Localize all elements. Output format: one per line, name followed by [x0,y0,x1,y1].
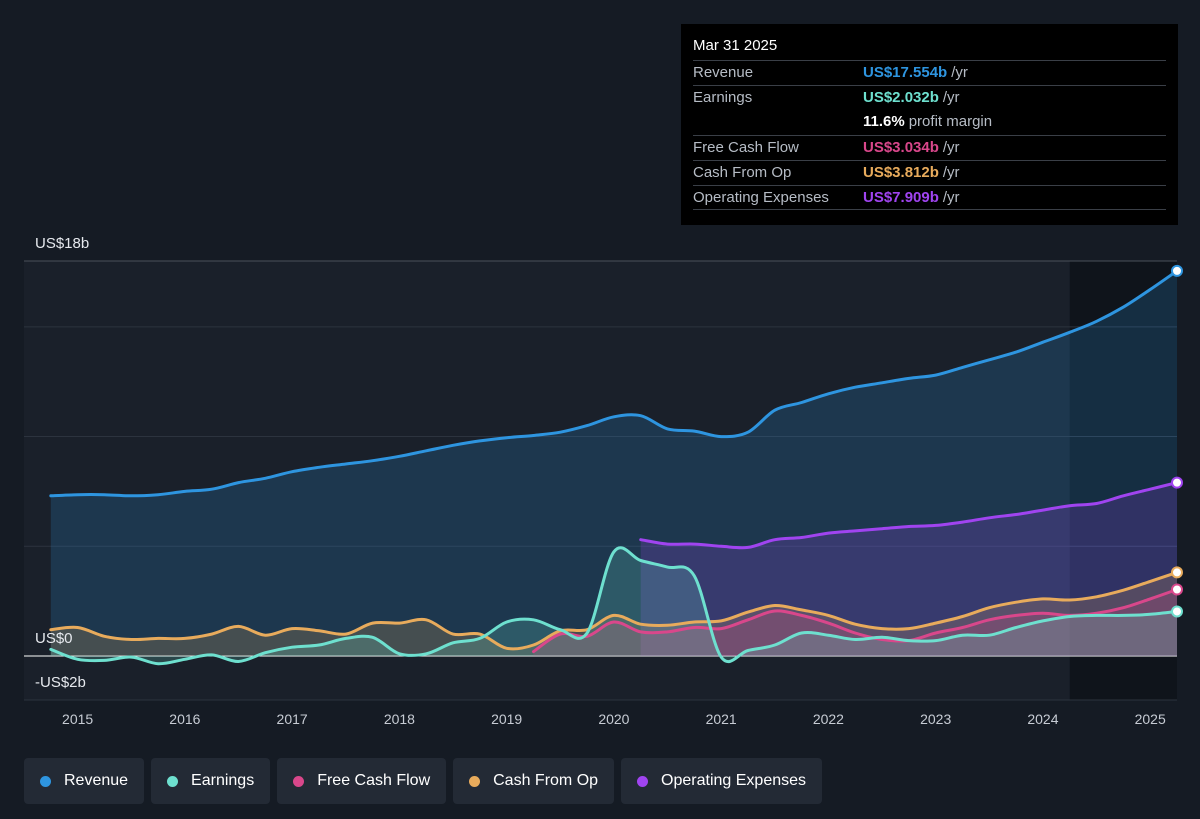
legend-item-revenue[interactable]: Revenue [24,758,145,804]
series-fills [50,270,1177,664]
y-label-top: US$18b [35,235,89,252]
earnings-line [49,546,1179,666]
legend-dot-icon [167,775,179,787]
tooltip-row-value: 11.6% [863,113,905,130]
tooltip-row-value: US$7.909b [863,189,939,206]
end-markers [1171,264,1183,618]
x-axis-ticks: 2015 2016 2017 2018 2019 2020 2021 2022 2023 2024… [62,711,1166,727]
operating-expenses-end-marker[interactable] [1171,476,1183,489]
x-tick-label: 2018 [384,711,415,727]
series-lines [49,269,1179,666]
revenue-line [49,269,1179,498]
legend-label: Free Cash Flow [317,772,431,789]
tooltip-row-value: US$3.812b [863,164,939,181]
free-cash-flow-end-marker[interactable] [1171,583,1183,596]
legend-dot-icon [637,775,649,787]
tooltip-row-label: Free Cash Flow [693,139,799,156]
tooltip-row-suffix: /yr [942,189,960,206]
cash-from-op-end-marker[interactable] [1171,566,1183,579]
y-label-zero: US$0 [35,630,73,647]
tooltip-row-label: Earnings [693,89,753,106]
y-label-bottom: -US$2b [35,674,86,691]
legend-item-cash-from-op[interactable]: Cash From Op [453,758,615,804]
legend-label: Revenue [64,772,129,789]
legend-label: Operating Expenses [661,772,807,789]
legend-item-earnings[interactable]: Earnings [151,758,271,804]
x-tick-label: 2022 [813,711,844,727]
tooltip-row: Earnings US$2.032b/yr [693,85,1166,110]
forecast-highlight [1069,261,1177,700]
tooltip-row-suffix: /yr [951,64,968,81]
operating-expenses-line [639,481,1179,550]
x-tick-label: 2021 [706,711,737,727]
x-tick-label: 2015 [62,711,93,727]
revenue-end-marker[interactable] [1171,264,1183,277]
legend-label: Earnings [191,772,255,789]
legend-dot-icon [293,775,305,787]
x-tick-label: 2019 [491,711,522,727]
tooltip-row-label: Cash From Op [693,164,792,181]
tooltip-row-suffix: /yr [942,139,960,156]
tooltip-row-suffix: /yr [942,164,960,181]
x-tick-label: 2024 [1027,711,1058,727]
x-tick-label: 2023 [920,711,951,727]
tooltip-row-value: US$3.034b [863,139,939,156]
legend-dot-icon [40,775,51,787]
tooltip-rows: Revenue US$17.554b/yr Earnings US$2.032b/yr… [693,60,1166,210]
revenue-area [50,270,1177,656]
tooltip-row-label [693,110,863,135]
tooltip-row: 11.6% profit margin [693,110,1166,135]
tooltip-row-suffix: profit margin [908,113,993,130]
x-tick-label: 2020 [598,711,629,727]
data-tooltip: Mar 31 2025 Revenue US$17.554b/yr Earnings… [681,24,1178,225]
cash-from-op-area [50,572,1177,656]
tooltip-row-label: Revenue [693,64,754,81]
earnings-end-marker[interactable] [1171,605,1183,618]
cash-from-op-line [49,570,1179,651]
earnings-area [50,547,1177,664]
tooltip-row: Operating Expenses US$7.909b/yr [693,185,1166,210]
x-tick-label: 2016 [169,711,200,727]
tooltip-row-label: Operating Expenses [693,189,829,206]
chart-legend: Revenue Earnings Free Cash Flow Cash From O… [24,758,823,804]
tooltip-row: Revenue US$17.554b/yr [693,60,1166,85]
tooltip-date: Mar 31 2025 [693,37,778,54]
tooltip-row: Cash From Op US$3.812b/yr [693,160,1166,185]
tooltip-row-value: US$17.554b [863,64,948,81]
legend-item-operating-expenses[interactable]: Operating Expenses [621,758,823,804]
legend-dot-icon [469,775,481,787]
x-tick-label: 2025 [1135,711,1166,727]
x-tick-label: 2017 [277,711,308,727]
legend-item-free-cash-flow[interactable]: Free Cash Flow [277,758,447,804]
legend-label: Cash From Op [493,772,599,789]
tooltip-row-value: US$2.032b [863,89,939,106]
free-cash-flow-area [533,589,1177,656]
tooltip-row-suffix: /yr [942,89,960,106]
tooltip-row: Free Cash Flow US$3.034b/yr [693,135,1166,160]
